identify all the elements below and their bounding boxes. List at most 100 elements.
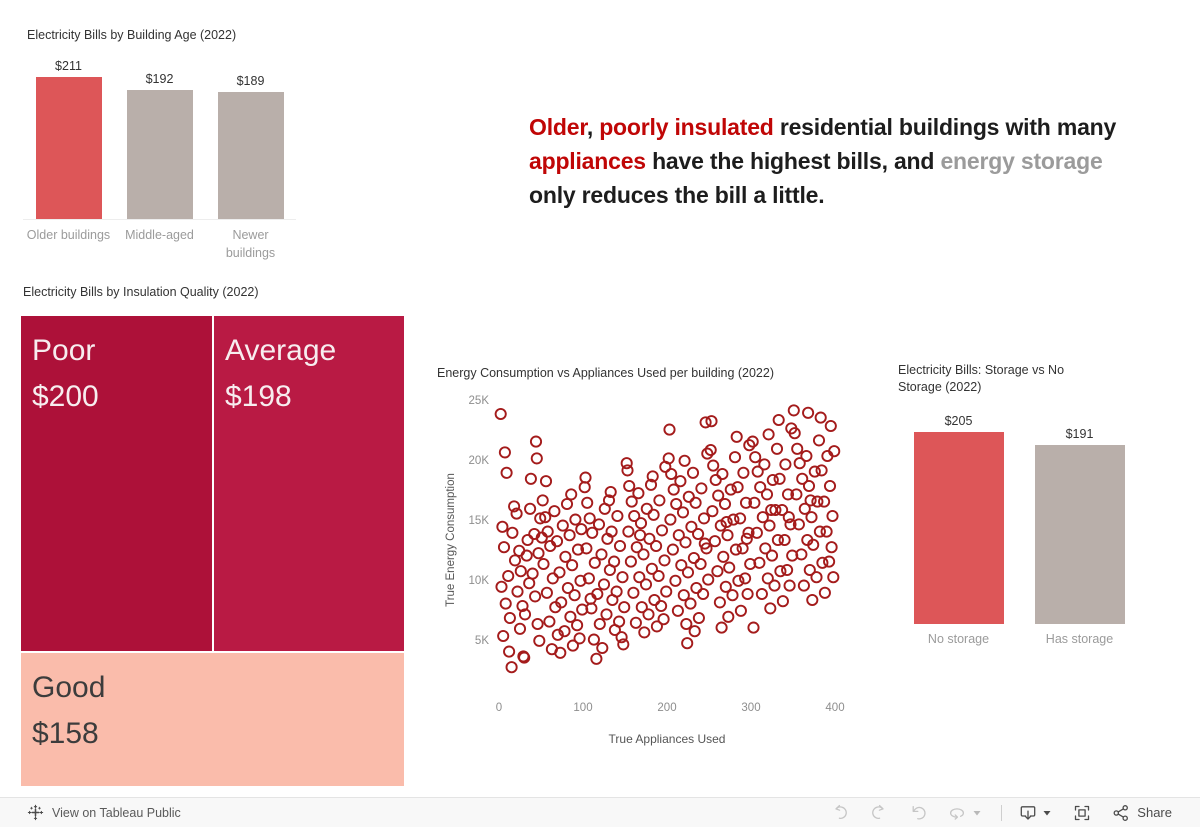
scatter-point[interactable]: [739, 572, 752, 585]
scatter-point[interactable]: [670, 497, 683, 511]
scatter-point[interactable]: [743, 439, 756, 452]
scatter-point[interactable]: [604, 485, 617, 499]
scatter-point[interactable]: [535, 531, 548, 544]
scatter-point[interactable]: [511, 585, 524, 598]
scatter-point[interactable]: [600, 608, 613, 621]
scatter-point[interactable]: [755, 587, 768, 601]
scatter-point[interactable]: [756, 511, 769, 524]
scatter-point[interactable]: [723, 561, 736, 574]
scatter-point[interactable]: [762, 428, 775, 441]
scatter-point[interactable]: [579, 471, 592, 484]
scatter-point[interactable]: [729, 543, 742, 556]
scatter-point[interactable]: [516, 599, 529, 613]
scatter-point[interactable]: [790, 488, 803, 501]
scatter-point[interactable]: [754, 481, 767, 494]
scatter-point[interactable]: [571, 543, 585, 556]
scatter-point[interactable]: [541, 525, 554, 538]
scatter-point[interactable]: [498, 446, 511, 459]
scatter-point[interactable]: [664, 513, 677, 526]
scatter-point[interactable]: [674, 475, 687, 488]
scatter-point[interactable]: [663, 423, 676, 436]
scatter-point[interactable]: [719, 580, 732, 593]
scatter-point[interactable]: [571, 619, 584, 632]
scatter-point[interactable]: [692, 527, 705, 541]
scatter-point[interactable]: [553, 566, 566, 579]
scatter-point[interactable]: [671, 604, 684, 617]
download-caret-icon[interactable]: [1041, 803, 1053, 823]
scatter-point[interactable]: [643, 532, 656, 545]
scatter-point[interactable]: [540, 586, 553, 599]
scatter-point[interactable]: [662, 452, 675, 465]
scatter-point[interactable]: [573, 632, 586, 645]
scatter-point[interactable]: [761, 572, 774, 585]
scatter-point[interactable]: [773, 472, 786, 485]
scatter-point[interactable]: [595, 548, 608, 561]
scatter-point[interactable]: [520, 549, 533, 562]
scatter-point[interactable]: [684, 597, 697, 610]
scatter-point[interactable]: [717, 550, 730, 563]
scatter-point[interactable]: [555, 596, 568, 609]
scatter-point[interactable]: [648, 593, 661, 607]
scatter-point[interactable]: [583, 512, 596, 525]
scatter-point[interactable]: [558, 625, 571, 638]
scatter-point[interactable]: [734, 604, 747, 617]
scatter-point[interactable]: [679, 536, 692, 549]
scatter-point[interactable]: [818, 586, 831, 599]
scatter-point[interactable]: [760, 488, 774, 501]
scatter-point[interactable]: [602, 494, 616, 507]
scatter-point[interactable]: [715, 621, 728, 634]
scatter-point[interactable]: [772, 413, 785, 427]
scatter-point[interactable]: [650, 620, 663, 633]
scatter-point[interactable]: [559, 550, 572, 563]
scatter-point[interactable]: [620, 457, 633, 470]
redo-button[interactable]: [869, 803, 889, 823]
scatter-point[interactable]: [728, 451, 742, 464]
scatter-point[interactable]: [652, 569, 665, 583]
scatter-point[interactable]: [776, 503, 789, 517]
scatter-point[interactable]: [697, 587, 710, 601]
scatter-point[interactable]: [739, 496, 753, 509]
scatter-point[interactable]: [586, 526, 599, 539]
scatter-point[interactable]: [531, 617, 544, 631]
scatter-point[interactable]: [730, 430, 743, 443]
scatter-point[interactable]: [720, 515, 733, 529]
scatter-point[interactable]: [776, 595, 789, 608]
scatter-point[interactable]: [705, 415, 718, 428]
view-on-tableau-public-link[interactable]: View on Tableau Public: [27, 804, 181, 821]
refresh-caret-icon[interactable]: [971, 803, 983, 823]
scatter-point[interactable]: [630, 541, 643, 554]
scatter-point[interactable]: [556, 519, 569, 532]
scatter-point[interactable]: [814, 411, 827, 424]
scatter-point[interactable]: [813, 525, 826, 538]
scatter-point[interactable]: [707, 459, 720, 472]
scatter-point[interactable]: [646, 470, 659, 483]
scatter-point[interactable]: [815, 464, 828, 477]
scatter-point[interactable]: [766, 473, 779, 487]
share-label[interactable]: Share: [1137, 805, 1172, 820]
scatter-point[interactable]: [610, 585, 623, 598]
scatter-point[interactable]: [613, 615, 626, 628]
scatter-point[interactable]: [826, 509, 839, 523]
scatter-point[interactable]: [712, 489, 725, 502]
scatter-point[interactable]: [524, 472, 537, 485]
scatter-point[interactable]: [770, 442, 784, 455]
scatter-point[interactable]: [701, 447, 714, 460]
scatter-point[interactable]: [731, 481, 744, 494]
scatter-point[interactable]: [655, 599, 668, 613]
scatter-point[interactable]: [627, 586, 640, 599]
bar-newer-buildings[interactable]: [217, 91, 284, 219]
scatter-point[interactable]: [727, 513, 740, 526]
scatter-point[interactable]: [563, 529, 576, 542]
scatter-point[interactable]: [778, 533, 791, 547]
scatter-point[interactable]: [597, 578, 611, 591]
scatter-point[interactable]: [632, 487, 645, 500]
scatter-point[interactable]: [629, 616, 642, 629]
scatter-point[interactable]: [565, 488, 578, 501]
scatter-point[interactable]: [615, 631, 628, 644]
scatter-point[interactable]: [536, 494, 549, 507]
scatter-point[interactable]: [505, 661, 518, 674]
scatter-point[interactable]: [667, 483, 680, 496]
scatter-point[interactable]: [769, 503, 782, 517]
scatter-point[interactable]: [706, 505, 719, 518]
scatter-point[interactable]: [734, 512, 747, 525]
